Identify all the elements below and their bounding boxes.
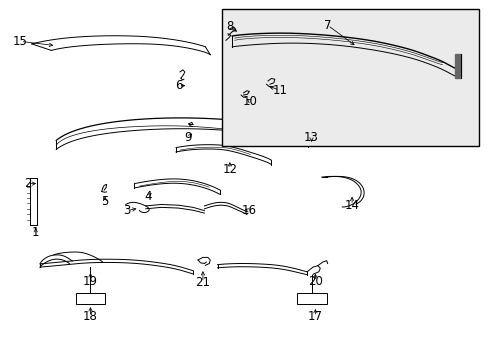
Text: 16: 16 [242, 204, 256, 217]
Bar [222, 9, 478, 146]
Text: 6: 6 [174, 79, 182, 92]
Text: 15: 15 [13, 35, 28, 48]
Text: 18: 18 [83, 310, 98, 323]
Bar [76, 293, 105, 304]
Text: 3: 3 [123, 204, 131, 217]
Text: 1: 1 [32, 226, 40, 239]
Text: 2: 2 [24, 177, 32, 190]
Text: 17: 17 [307, 310, 322, 323]
Bar [297, 293, 326, 304]
Text: 13: 13 [304, 131, 318, 144]
Text: 14: 14 [344, 199, 359, 212]
Polygon shape [454, 54, 460, 78]
Text: 11: 11 [272, 84, 286, 96]
Text: 7: 7 [323, 19, 331, 32]
Text: 21: 21 [195, 276, 210, 289]
Text: 9: 9 [184, 131, 192, 144]
Text: 20: 20 [307, 275, 322, 288]
Text: 4: 4 [143, 190, 151, 203]
Text: 8: 8 [225, 21, 233, 33]
Text: 5: 5 [101, 195, 109, 208]
Text: 19: 19 [83, 275, 98, 288]
Text: 12: 12 [222, 163, 237, 176]
Text: 10: 10 [243, 95, 257, 108]
